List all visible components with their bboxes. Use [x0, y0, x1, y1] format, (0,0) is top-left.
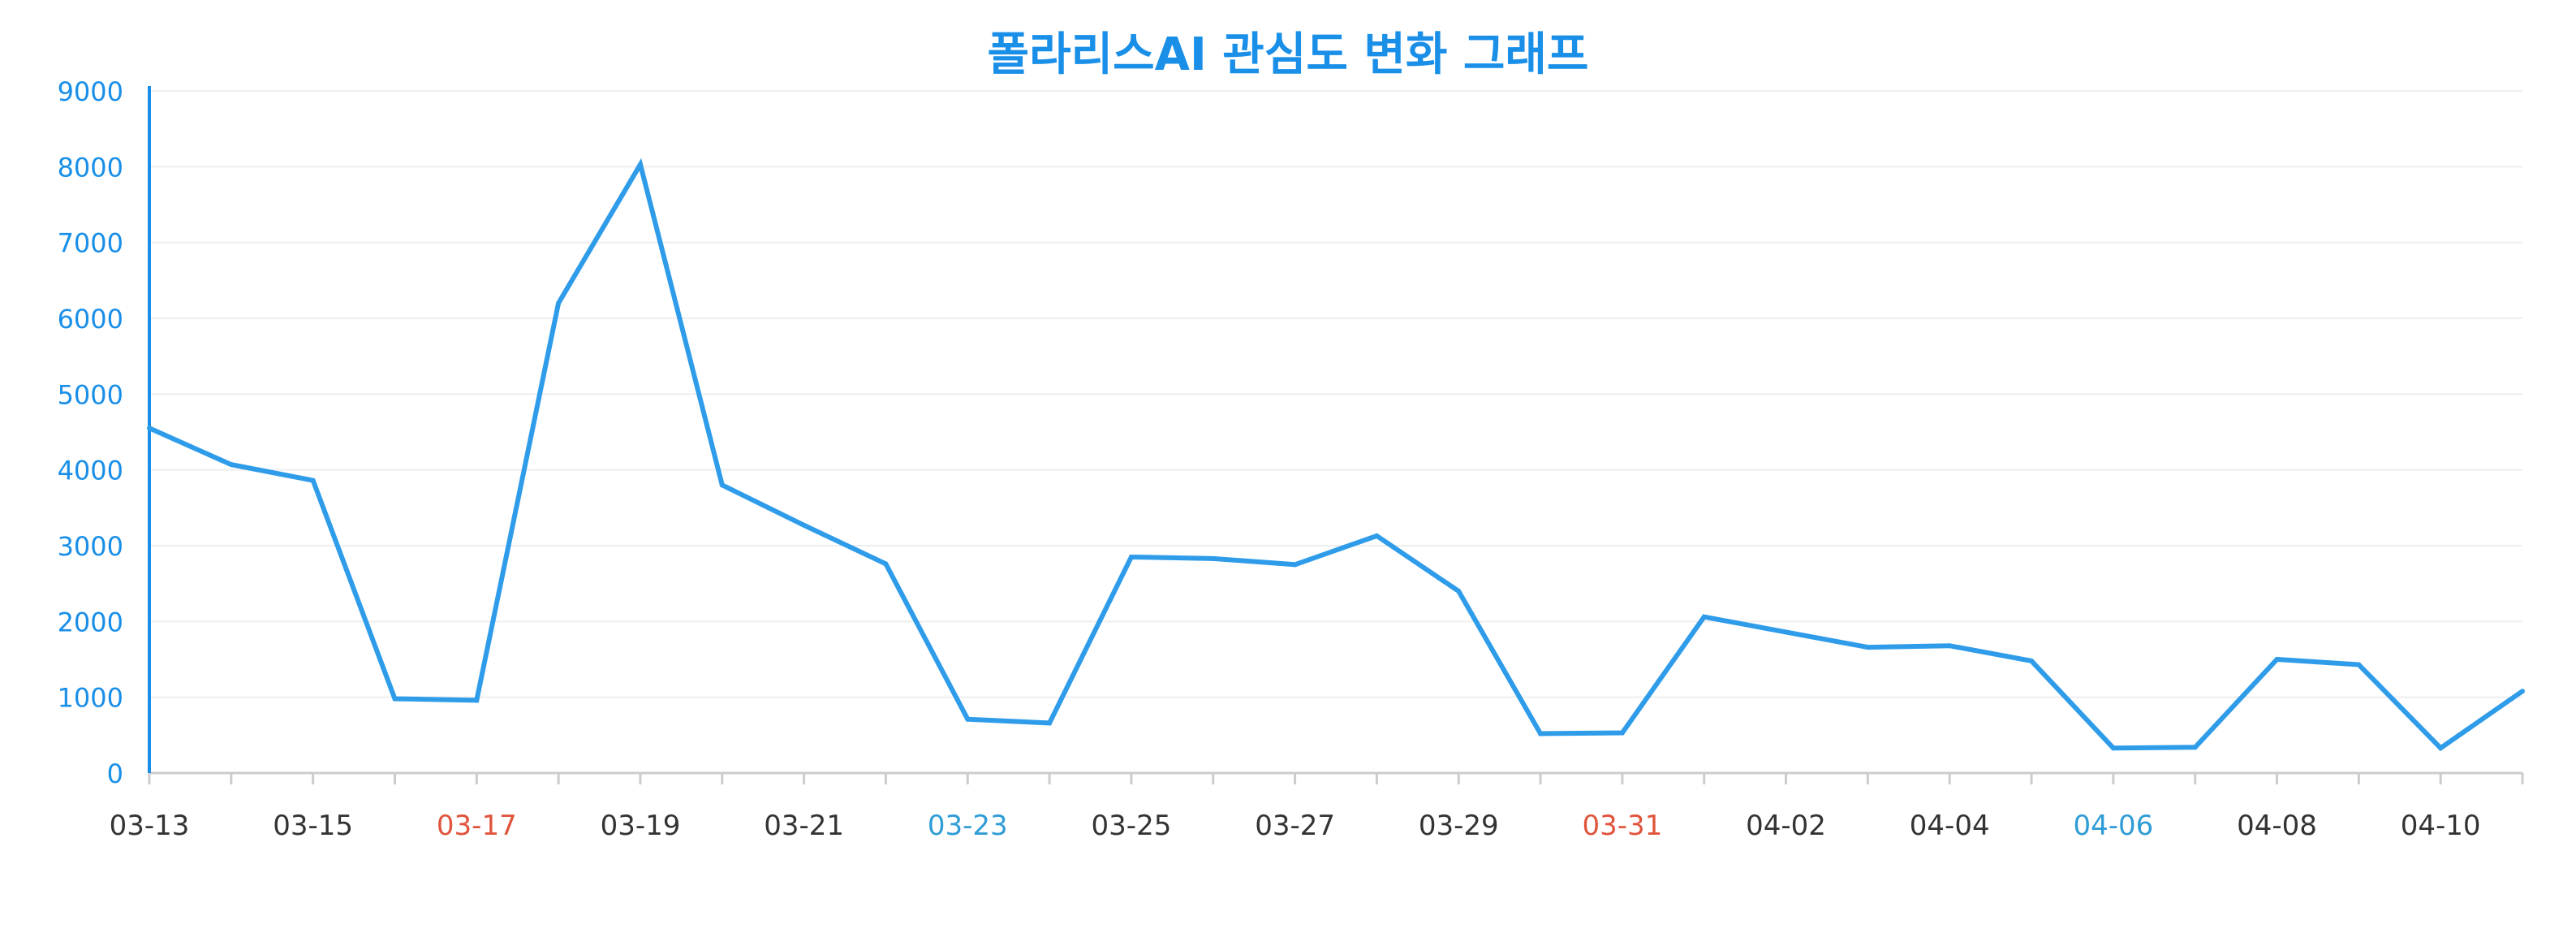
y-tick-label: 4000	[58, 456, 123, 486]
y-tick-label: 6000	[58, 304, 123, 335]
data-point	[2520, 689, 2525, 694]
data-point	[1619, 730, 1625, 736]
data-point	[556, 300, 562, 306]
data-point	[1865, 645, 1871, 650]
data-point	[2274, 657, 2280, 662]
data-point	[1783, 629, 1789, 635]
y-tick-label: 3000	[58, 531, 123, 562]
x-tick-label: 03-27	[1255, 810, 1335, 842]
data-point	[1456, 589, 1462, 594]
y-tick-label: 9000	[58, 76, 123, 107]
data-point	[1128, 555, 1134, 559]
x-tick-label: 03-17	[437, 810, 517, 842]
data-point	[228, 462, 234, 468]
x-tick-label: 03-29	[1419, 810, 1499, 842]
y-tick-label: 5000	[58, 379, 123, 410]
axes	[148, 86, 2522, 775]
x-tick-label: 04-08	[2237, 810, 2317, 842]
x-tick-label: 03-13	[110, 810, 190, 842]
data-point	[1047, 720, 1053, 726]
x-tick-label: 04-02	[1746, 810, 1826, 842]
y-tick-label: 1000	[58, 683, 123, 714]
y-tick-label: 7000	[58, 228, 123, 259]
chart-title: 폴라리스AI 관심도 변화 그래프	[987, 28, 1589, 81]
x-tick-label: 04-06	[2073, 810, 2153, 842]
x-tick-label: 03-21	[764, 810, 844, 842]
grid-lines	[149, 90, 2522, 698]
data-point	[1292, 562, 1298, 568]
x-tick-label: 03-25	[1092, 810, 1172, 842]
x-tick-label: 03-23	[928, 810, 1008, 842]
data-point	[1210, 555, 1216, 561]
x-tick-label: 03-15	[273, 810, 353, 842]
x-axis-ticks: 03-13 03-15 03-17 03-19 03-21 03-23 03-25 03-27…	[110, 773, 2524, 842]
data-point	[1947, 643, 1953, 649]
y-tick-label: 8000	[58, 152, 123, 183]
data-point	[883, 561, 889, 567]
data-point	[965, 716, 971, 722]
data-point	[147, 425, 152, 431]
data-point	[2110, 745, 2116, 751]
data-point	[719, 482, 725, 488]
data-point	[474, 698, 480, 703]
series-line	[148, 158, 2524, 752]
x-tick-label: 03-31	[1582, 810, 1662, 842]
data-point	[637, 162, 643, 167]
data-point	[2438, 745, 2444, 751]
data-point	[392, 696, 398, 702]
data-point	[2192, 745, 2198, 750]
y-tick-label: 2000	[58, 607, 123, 637]
x-tick-label: 04-10	[2401, 810, 2481, 842]
data-point	[310, 477, 316, 483]
y-tick-label: 0	[107, 758, 123, 789]
y-axis-ticks: 0 1000 2000 3000 4000 5000 6000 7000 8000 9000	[58, 76, 123, 789]
data-point	[1374, 533, 1380, 538]
data-point	[1538, 731, 1544, 736]
series-layer	[147, 158, 2525, 752]
x-tick-label: 04-04	[1910, 810, 1990, 842]
data-point	[801, 522, 807, 528]
data-point	[1701, 614, 1707, 620]
data-point	[2356, 662, 2362, 667]
x-tick-label: 03-19	[601, 810, 681, 842]
data-point	[2029, 658, 2035, 663]
